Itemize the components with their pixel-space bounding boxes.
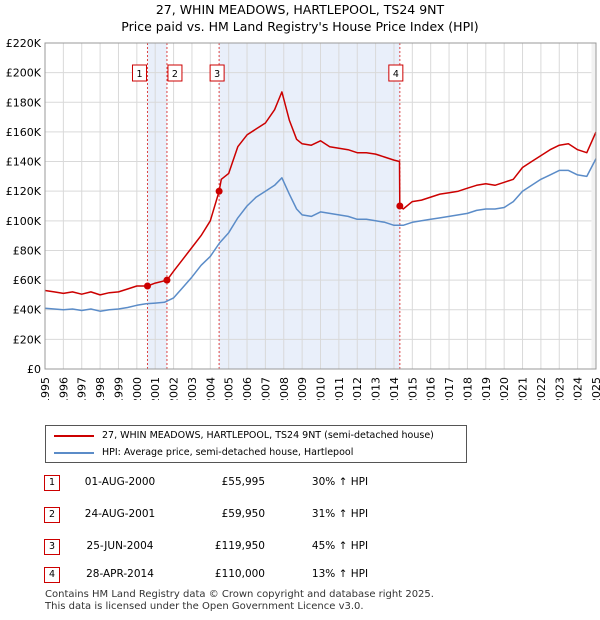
shaded-span — [219, 43, 400, 369]
price-chart: 1 2 3 4 £0 £20K £40K £60K £80K £100K £120K £140K £16… — [6, 37, 600, 400]
x-tick-label: 2018 — [461, 377, 474, 400]
x-tick-label: 2014 — [388, 377, 401, 400]
transaction-point — [396, 202, 404, 210]
future-region — [591, 43, 596, 369]
x-tick-label: 2006 — [241, 377, 254, 400]
x-tick-label: 2008 — [278, 377, 291, 400]
x-tick-label: 2011 — [333, 377, 346, 400]
x-tick-label: 2015 — [406, 377, 419, 400]
x-tick-label: 2005 — [223, 377, 236, 400]
transaction-number: 1 — [44, 475, 60, 491]
chart-subtitle: Price paid vs. HM Land Registry's House … — [121, 19, 479, 34]
x-tick-label: 2000 — [131, 377, 144, 400]
transaction-point — [143, 282, 151, 290]
shaded-span — [147, 43, 167, 369]
x-tick-label: 2021 — [517, 377, 530, 400]
x-tick-label: 2013 — [370, 377, 383, 400]
x-tick-label: 2024 — [572, 377, 585, 400]
x-tick-label: 1999 — [112, 377, 125, 400]
table-row: 4 28-APR-2014 £110,000 13% ↑ HPI — [0, 567, 600, 585]
transaction-price: £55,995 — [221, 476, 265, 488]
table-row: 3 25-JUN-2004 £119,950 45% ↑ HPI — [0, 539, 600, 557]
transaction-hpi-change: 31% ↑ HPI — [311, 508, 369, 520]
transaction-label-box — [167, 64, 183, 82]
legend-label-hpi: HPI: Average price, semi-detached house,… — [102, 447, 354, 458]
transaction-date: 24-AUG-2001 — [84, 508, 156, 520]
legend-swatch-property — [54, 435, 94, 437]
x-tick-label: 2016 — [425, 377, 438, 400]
y-tick-label: £140K — [6, 156, 42, 169]
plot-frame — [44, 42, 597, 370]
x-tick-label: 2007 — [259, 377, 272, 400]
footer-copyright: Contains HM Land Registry data © Crown c… — [45, 589, 434, 600]
x-tick-label: 2001 — [149, 377, 162, 400]
table-row: 1 01-AUG-2000 £55,995 30% ↑ HPI — [0, 475, 600, 493]
transaction-point — [215, 187, 223, 195]
series-line-property — [44, 91, 597, 296]
y-tick-label: £220K — [6, 37, 42, 50]
y-tick-label: £0 — [27, 363, 41, 376]
y-tick-label: £200K — [6, 67, 42, 80]
x-tick-label: 1995 — [39, 377, 52, 400]
y-tick-label: £160K — [6, 126, 42, 139]
x-tick-label: 2010 — [315, 377, 328, 400]
transaction-number: 4 — [44, 567, 60, 583]
x-tick-label: 1996 — [57, 377, 70, 400]
transaction-price: £110,000 — [214, 568, 265, 580]
series-line-hpi — [44, 158, 597, 312]
transaction-hpi-change: 30% ↑ HPI — [311, 476, 369, 488]
x-tick-label: 2017 — [443, 377, 456, 400]
transaction-label: 1 — [136, 69, 142, 80]
y-tick-label: £40K — [13, 304, 42, 317]
y-tick-label: £120K — [6, 185, 42, 198]
x-tick-label: 2020 — [498, 377, 511, 400]
transaction-label: 3 — [214, 69, 220, 80]
x-tick-label: 2025 — [590, 377, 600, 400]
x-tick-label: 2003 — [186, 377, 199, 400]
x-tick-label: 2012 — [351, 377, 364, 400]
transaction-label-box — [209, 64, 225, 82]
transaction-number: 2 — [44, 507, 60, 523]
x-tick-label: 2019 — [480, 377, 493, 400]
legend-swatch-hpi — [54, 452, 94, 454]
table-row: 2 24-AUG-2001 £59,950 31% ↑ HPI — [0, 507, 600, 525]
transaction-hpi-change: 13% ↑ HPI — [311, 568, 369, 580]
chart-title: 27, WHIN MEADOWS, HARTLEPOOL, TS24 9NT — [155, 2, 445, 17]
transaction-date: 28-APR-2014 — [86, 568, 154, 580]
transaction-label-box — [131, 64, 147, 82]
x-tick-label: 2022 — [535, 377, 548, 400]
transaction-label-box — [388, 64, 404, 82]
transaction-label: 2 — [172, 69, 178, 80]
x-tick-label: 2004 — [204, 377, 217, 400]
transaction-point — [163, 276, 171, 284]
x-tick-label: 1997 — [76, 377, 89, 400]
y-tick-label: £60K — [13, 274, 42, 287]
transaction-price: £59,950 — [221, 508, 265, 520]
x-tick-label: 2002 — [168, 377, 181, 400]
transaction-hpi-change: 45% ↑ HPI — [311, 540, 369, 552]
x-tick-label: 1998 — [94, 377, 107, 400]
y-tick-label: £100K — [6, 215, 42, 228]
y-tick-label: £180K — [6, 96, 42, 109]
legend: 27, WHIN MEADOWS, HARTLEPOOL, TS24 9NT (… — [45, 425, 467, 463]
y-tick-label: £80K — [13, 244, 42, 257]
footer-licence: This data is licensed under the Open Gov… — [45, 601, 364, 612]
x-tick-label: 2009 — [296, 377, 309, 400]
y-tick-label: £20K — [13, 333, 42, 346]
transaction-date: 25-JUN-2004 — [86, 540, 154, 552]
transaction-label: 4 — [393, 69, 399, 80]
transaction-number: 3 — [44, 539, 60, 555]
x-tick-label: 2023 — [553, 377, 566, 400]
transaction-price: £119,950 — [214, 540, 265, 552]
transaction-date: 01-AUG-2000 — [84, 476, 156, 488]
legend-label-property: 27, WHIN MEADOWS, HARTLEPOOL, TS24 9NT (… — [102, 430, 434, 441]
